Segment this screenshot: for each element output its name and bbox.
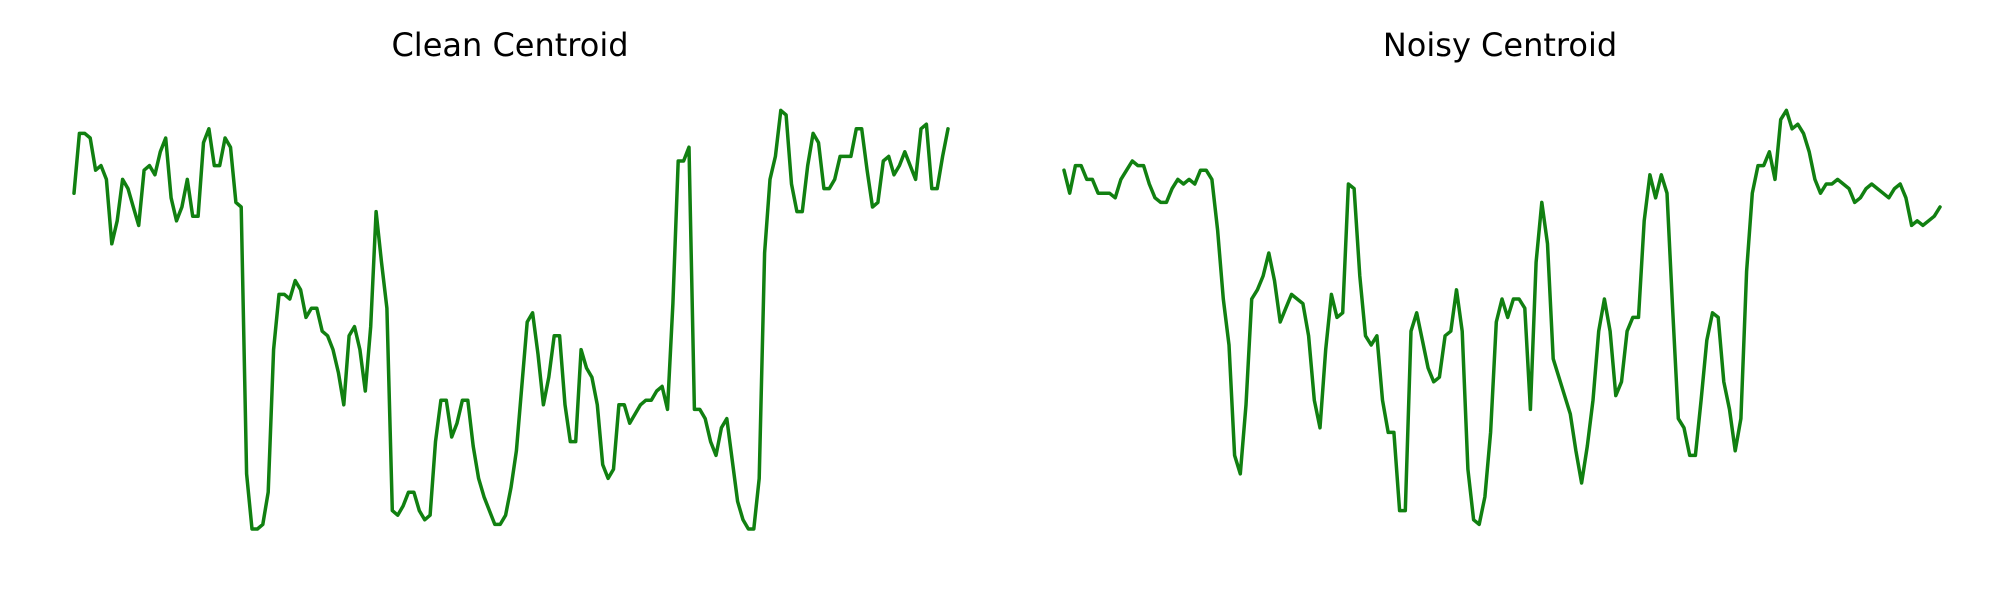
chart-clean-centroid: Clean Centroid	[72, 26, 950, 531]
chart-noisy-centroid: Noisy Centroid	[1062, 26, 1942, 527]
series-line-clean-centroid	[72, 108, 950, 531]
chart-title-clean-centroid: Clean Centroid	[391, 26, 628, 64]
series-line-noisy-centroid	[1062, 108, 1942, 527]
chart-title-noisy-centroid: Noisy Centroid	[1383, 26, 1617, 64]
